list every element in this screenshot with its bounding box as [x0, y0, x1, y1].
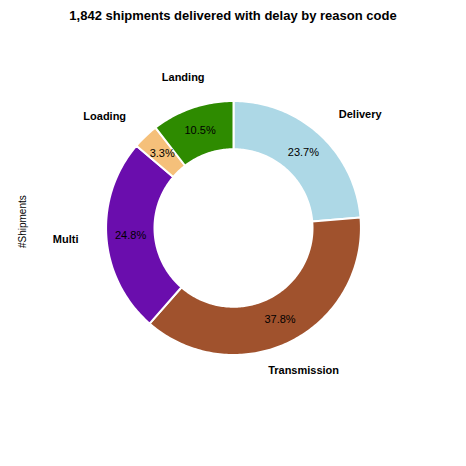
svg-text:24.8%: 24.8%: [115, 229, 146, 241]
svg-text:10.5%: 10.5%: [184, 124, 215, 136]
svg-text:23.7%: 23.7%: [288, 146, 319, 158]
svg-text:Transmission: Transmission: [268, 364, 339, 376]
svg-text:#Shipments: #Shipments: [17, 195, 28, 248]
svg-text:Delivery: Delivery: [339, 108, 383, 120]
html-text:1,842 shipments delivered with: 1,842 shipments delivered with delay by …: [69, 8, 397, 23]
svg-text:3.3%: 3.3%: [150, 147, 175, 159]
svg-text:Multi: Multi: [53, 233, 79, 245]
svg-text:37.8%: 37.8%: [264, 313, 295, 325]
svg-text:Loading: Loading: [83, 109, 126, 121]
svg-text:Landing: Landing: [162, 71, 205, 83]
